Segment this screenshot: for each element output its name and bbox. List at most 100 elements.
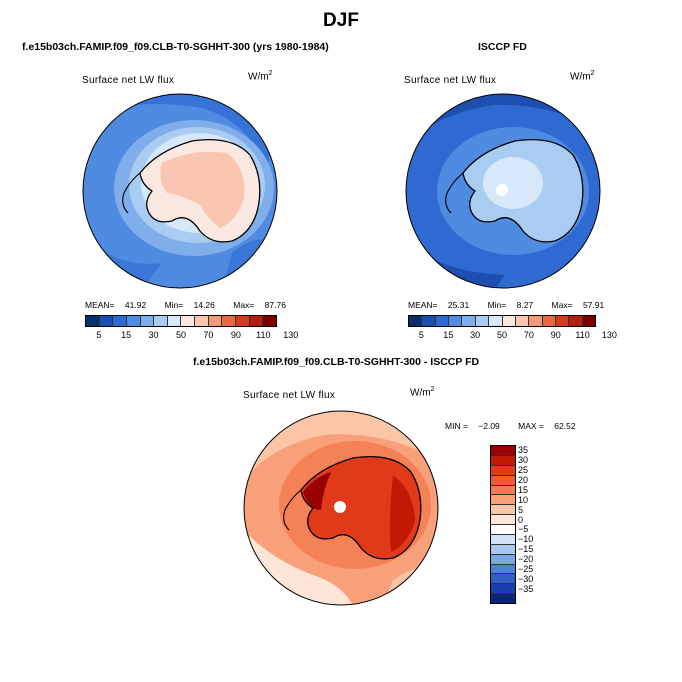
panel-3-variable-label: Surface net LW flux xyxy=(243,390,336,401)
colorbar-tick-label: 90 xyxy=(550,330,561,340)
panel-3-stats: MIN = −2.09 MAX = 62.52 xyxy=(445,421,576,431)
colorbar-tick-label: 130 xyxy=(601,330,617,340)
colorbar-tick-label: 35 xyxy=(518,444,529,455)
colorbar-tick-label: 30 xyxy=(470,330,481,340)
colorbar-swatch xyxy=(195,316,209,326)
colorbar-tick-label: 30 xyxy=(148,330,159,340)
colorbar-swatch xyxy=(449,316,463,326)
colorbar-swatch xyxy=(263,316,276,326)
colorbar-swatch xyxy=(555,316,570,326)
colorbar-tick-label: 50 xyxy=(175,330,187,340)
panel-1-map xyxy=(82,93,278,289)
colorbar-swatch xyxy=(582,316,596,326)
colorbar-swatch xyxy=(208,316,223,326)
colorbar-tick-label: 5 xyxy=(96,330,102,340)
colorbar-tick-label: 0 xyxy=(518,514,524,525)
colorbar-swatch xyxy=(167,316,182,326)
colorbar-tick-label: 5 xyxy=(518,504,524,515)
colorbar-swatch xyxy=(529,316,543,326)
panel-1-peninsula xyxy=(122,172,141,214)
panel-2-colorbar-ticks: 5 15 30 50 70 90 110 130 xyxy=(408,330,617,342)
panel-3-coastline xyxy=(300,455,422,560)
colorbar-tick-label: 30 xyxy=(518,454,529,465)
panel-3-colorbar-ticks: 35 30 25 20 15 10 5 0 −5 −10 −15 −20 −25 −30 −35 xyxy=(518,445,558,602)
panel-2-map xyxy=(405,93,601,289)
colorbar-swatch xyxy=(462,316,476,326)
colorbar-tick-label: 10 xyxy=(518,494,529,505)
panel-1-title: f.e15b03ch.FAMIP.f09_f09.CLB-T0-SGHHT-30… xyxy=(22,41,329,53)
colorbar-tick-label: 50 xyxy=(496,330,508,340)
colorbar-swatch xyxy=(569,316,583,326)
colorbar-tick-label: 15 xyxy=(518,484,529,495)
colorbar-swatch xyxy=(491,564,515,575)
colorbar-swatch xyxy=(491,465,515,476)
colorbar-swatch xyxy=(99,316,114,326)
colorbar-swatch xyxy=(491,525,515,535)
panel-3-peninsula xyxy=(283,489,302,531)
colorbar-swatch xyxy=(491,584,515,595)
colorbar-tick-label: 90 xyxy=(230,330,241,340)
colorbar-swatch xyxy=(491,554,515,565)
colorbar-swatch xyxy=(86,316,100,326)
colorbar-tick-label: −25 xyxy=(518,564,534,575)
panel-1-colorbar-ticks: 5 15 30 50 70 90 110 130 xyxy=(85,330,298,342)
colorbar-tick-label: 15 xyxy=(443,330,454,340)
colorbar-tick-label: 110 xyxy=(575,330,590,340)
panel-1-coastline xyxy=(139,138,261,243)
panel-3-map xyxy=(243,410,439,606)
panel-3-title: f.e15b03ch.FAMIP.f09_f09.CLB-T0-SGHHT-30… xyxy=(193,356,480,368)
panel-3-ocean-band xyxy=(244,411,438,480)
colorbar-swatch xyxy=(489,316,503,326)
panel-3-colorbar xyxy=(490,445,516,604)
colorbar-swatch xyxy=(236,316,250,326)
panel-1-stats: MEAN= 41.92 Min= 14.26 Max= 87.76 xyxy=(85,300,286,310)
panel-1-ocean-band xyxy=(83,94,277,173)
colorbar-swatch xyxy=(491,515,515,525)
colorbar-swatch xyxy=(435,316,450,326)
panel-1-colorbar xyxy=(85,315,277,327)
colorbar-tick-label: −35 xyxy=(518,584,534,595)
panel-3-continent-core xyxy=(303,472,331,510)
colorbar-swatch xyxy=(113,316,127,326)
colorbar-tick-label: −5 xyxy=(518,524,529,535)
panel-1-variable-label: Surface net LW flux xyxy=(82,75,175,86)
colorbar-swatch xyxy=(542,316,556,326)
colorbar-swatch xyxy=(422,316,436,326)
colorbar-tick-label: −10 xyxy=(518,534,534,545)
colorbar-swatch xyxy=(491,574,515,585)
colorbar-tick-label: −15 xyxy=(518,544,534,555)
panel-2-peninsula xyxy=(445,172,464,214)
colorbar-tick-label: 70 xyxy=(203,330,214,340)
colorbar-swatch xyxy=(491,485,515,496)
page-title: DJF xyxy=(323,10,359,31)
panel-3-pole-hole xyxy=(334,501,346,513)
panel-2-units: W/m2 xyxy=(570,70,595,83)
colorbar-swatch xyxy=(126,316,141,326)
colorbar-tick-label: 5 xyxy=(418,330,424,340)
colorbar-tick-label: 70 xyxy=(523,330,534,340)
colorbar-tick-label: 25 xyxy=(518,464,529,475)
colorbar-swatch xyxy=(154,316,168,326)
colorbar-tick-label: 20 xyxy=(518,474,529,485)
colorbar-swatch xyxy=(491,495,515,506)
panel-2-title: ISCCP FD xyxy=(478,41,527,53)
colorbar-swatch xyxy=(140,316,155,326)
colorbar-tick-label: 110 xyxy=(256,330,271,340)
colorbar-swatch xyxy=(409,316,423,326)
colorbar-tick-label: 15 xyxy=(121,330,132,340)
colorbar-tick-label: 130 xyxy=(283,330,299,340)
panel-2-coastline xyxy=(462,138,584,243)
colorbar-swatch xyxy=(515,316,530,326)
panel-3-units: W/m2 xyxy=(410,386,435,399)
colorbar-swatch xyxy=(475,316,490,326)
colorbar-tick-label: −30 xyxy=(518,574,534,585)
colorbar-swatch xyxy=(181,316,196,326)
colorbar-swatch xyxy=(491,455,515,466)
colorbar-swatch xyxy=(502,316,516,326)
colorbar-swatch xyxy=(491,594,515,603)
panel-2-pole-hole xyxy=(496,184,508,196)
panel-1-continent-warm xyxy=(160,151,245,228)
colorbar-tick-label: −20 xyxy=(518,554,534,565)
panel-2-colorbar xyxy=(408,315,596,327)
panel-2-stats: MEAN= 25.31 Min= 8.27 Max= 57.91 xyxy=(408,300,605,310)
